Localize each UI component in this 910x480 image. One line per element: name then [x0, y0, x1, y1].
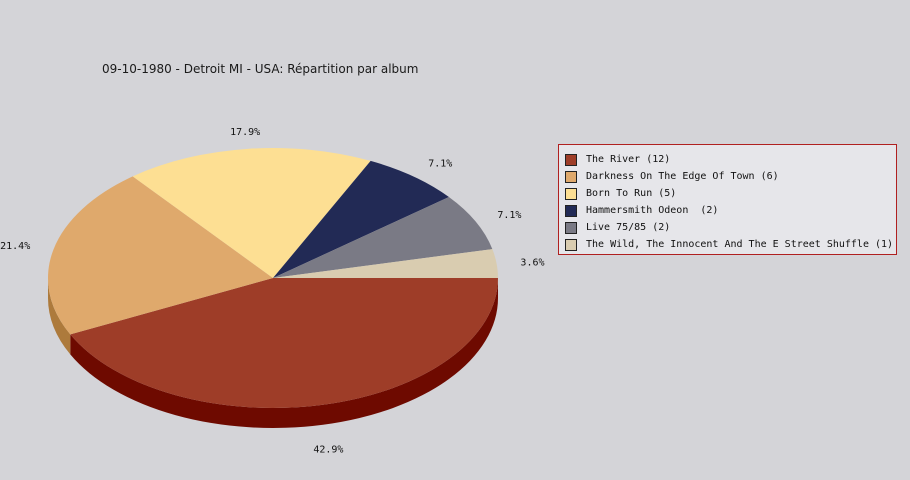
pie-slice-3 [273, 160, 449, 278]
legend-swatch [565, 204, 577, 217]
legend-label: Hammersmith Odeon (2) [586, 205, 719, 216]
pie-slice-label-5: 3.6% [520, 257, 544, 268]
pie-slice-0 [70, 278, 498, 408]
pie-slice-side-0 [70, 278, 498, 428]
pie-slice-5 [273, 249, 498, 278]
legend-swatch [565, 221, 577, 234]
pie-slice-2 [132, 148, 371, 278]
pie-slice-4 [273, 196, 493, 278]
legend-label: Born To Run (5) [586, 188, 677, 199]
legend-label: Live 75/85 (2) [586, 222, 671, 233]
legend-swatch [565, 238, 577, 251]
pie-slice-1 [48, 176, 273, 335]
legend-item: Hammersmith Odeon (2) [565, 202, 896, 219]
legend-label: The Wild, The Innocent And The E Street … [586, 239, 894, 250]
legend-swatch [565, 153, 577, 166]
legend-item: Darkness On The Edge Of Town (6) [565, 168, 896, 185]
legend-swatch [565, 187, 577, 200]
pie-slice-label-0: 42.9% [313, 444, 343, 455]
pie-slice-label-4: 7.1% [497, 210, 521, 221]
pie-slice-label-1: 21.4% [0, 241, 30, 252]
legend-item: The Wild, The Innocent And The E Street … [565, 236, 896, 253]
legend: The River (12) Darkness On The Edge Of To… [558, 144, 897, 255]
legend-item: The River (12) [565, 151, 896, 168]
legend-item: Live 75/85 (2) [565, 219, 896, 236]
pie-slice-side-1 [48, 278, 71, 355]
pie-slice-label-2: 17.9% [230, 127, 260, 138]
legend-swatch [565, 170, 577, 183]
legend-item: Born To Run (5) [565, 185, 896, 202]
legend-label: The River (12) [586, 154, 671, 165]
legend-label: Darkness On The Edge Of Town (6) [586, 171, 779, 182]
pie-slice-label-3: 7.1% [428, 158, 452, 169]
chart-title: 09-10-1980 - Detroit MI - USA: Répartiti… [102, 62, 419, 76]
